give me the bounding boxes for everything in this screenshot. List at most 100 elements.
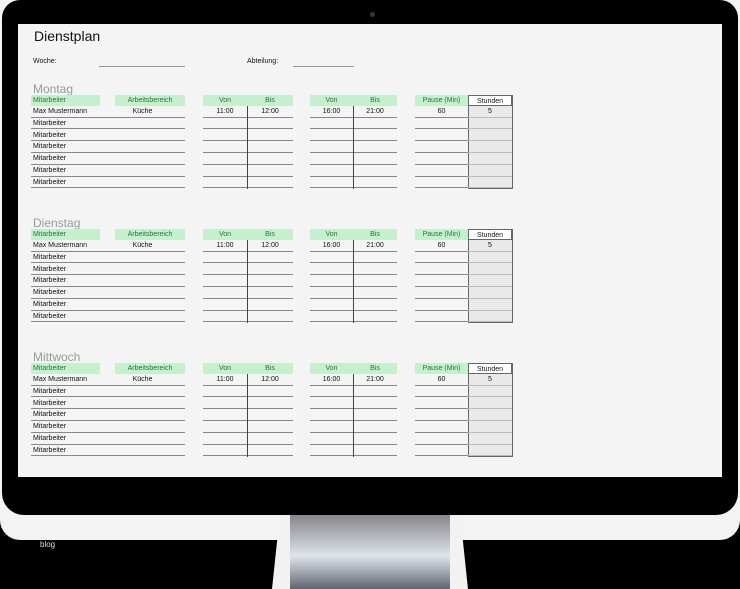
cell-von1[interactable] (203, 130, 247, 142)
cell-pause[interactable] (415, 445, 468, 457)
cell-bis1[interactable] (247, 433, 293, 445)
cell-von2[interactable] (310, 264, 353, 276)
cell-bis1[interactable] (247, 141, 293, 154)
cell-von1[interactable] (203, 409, 247, 422)
cell-von2[interactable] (310, 311, 353, 323)
cell-bis1[interactable] (247, 386, 293, 398)
cell-bereich[interactable] (100, 264, 185, 276)
cell-bis1[interactable]: 12:00 (247, 240, 293, 252)
cell-pause[interactable] (415, 275, 468, 288)
cell-von2[interactable] (310, 165, 353, 177)
cell-bereich[interactable] (100, 386, 185, 398)
cell-bereich[interactable] (100, 153, 185, 165)
cell-bis1[interactable] (247, 445, 293, 457)
cell-von2[interactable] (310, 421, 353, 433)
cell-von1[interactable] (203, 445, 247, 457)
cell-bis2[interactable] (353, 165, 397, 177)
cell-pause[interactable] (415, 264, 468, 276)
cell-bis1[interactable] (247, 421, 293, 433)
cell-mitarbeiter[interactable]: Mitarbeiter (31, 409, 100, 422)
cell-von2[interactable]: 16:00 (310, 106, 353, 118)
cell-von2[interactable] (310, 252, 353, 264)
cell-von2[interactable] (310, 177, 353, 189)
cell-mitarbeiter[interactable]: Mitarbeiter (31, 398, 100, 410)
cell-stunden[interactable] (468, 421, 512, 433)
cell-bereich[interactable]: Küche (100, 240, 185, 252)
cell-stunden[interactable] (468, 445, 512, 457)
cell-pause[interactable]: 60 (415, 374, 468, 386)
cell-bis2[interactable] (353, 287, 397, 299)
cell-bereich[interactable] (100, 299, 185, 311)
cell-pause[interactable] (415, 398, 468, 410)
cell-bis2[interactable]: 21:00 (353, 374, 397, 386)
cell-von1[interactable] (203, 177, 247, 189)
cell-mitarbeiter[interactable]: Max Mustermann (31, 240, 100, 252)
cell-stunden[interactable] (468, 153, 512, 165)
cell-bereich[interactable] (100, 398, 185, 410)
cell-bis1[interactable] (247, 153, 293, 165)
cell-bereich[interactable] (100, 165, 185, 177)
cell-bereich[interactable]: Küche (100, 374, 185, 386)
cell-mitarbeiter[interactable]: Max Mustermann (31, 374, 100, 386)
cell-bis1[interactable] (247, 409, 293, 422)
cell-bis1[interactable] (247, 299, 293, 311)
cell-bis1[interactable] (247, 398, 293, 410)
cell-stunden[interactable] (468, 398, 512, 410)
cell-bis2[interactable] (353, 445, 397, 457)
cell-mitarbeiter[interactable]: Mitarbeiter (31, 264, 100, 276)
cell-von1[interactable]: 11:00 (203, 106, 247, 118)
cell-bis1[interactable] (247, 118, 293, 130)
cell-stunden[interactable] (468, 433, 512, 445)
cell-stunden[interactable] (468, 409, 512, 422)
cell-pause[interactable] (415, 130, 468, 142)
cell-pause[interactable] (415, 287, 468, 299)
cell-bis2[interactable] (353, 118, 397, 130)
cell-stunden[interactable] (468, 386, 512, 398)
cell-stunden[interactable] (468, 130, 512, 142)
cell-von2[interactable] (310, 141, 353, 154)
cell-bis1[interactable]: 12:00 (247, 106, 293, 118)
cell-mitarbeiter[interactable]: Mitarbeiter (31, 165, 100, 177)
cell-bis2[interactable] (353, 275, 397, 288)
cell-von2[interactable] (310, 433, 353, 445)
cell-stunden[interactable] (468, 275, 512, 288)
cell-von2[interactable]: 16:00 (310, 240, 353, 252)
cell-mitarbeiter[interactable]: Mitarbeiter (31, 299, 100, 311)
cell-von1[interactable] (203, 287, 247, 299)
cell-von1[interactable]: 11:00 (203, 374, 247, 386)
cell-bis2[interactable] (353, 141, 397, 154)
cell-von2[interactable] (310, 118, 353, 130)
cell-bereich[interactable] (100, 118, 185, 130)
cell-von1[interactable] (203, 252, 247, 264)
cell-bis1[interactable] (247, 311, 293, 323)
cell-pause[interactable] (415, 118, 468, 130)
cell-von1[interactable] (203, 311, 247, 323)
cell-pause[interactable] (415, 177, 468, 189)
cell-stunden[interactable] (468, 299, 512, 311)
cell-bis1[interactable] (247, 177, 293, 189)
cell-pause[interactable] (415, 421, 468, 433)
cell-bereich[interactable] (100, 311, 185, 323)
cell-bis1[interactable] (247, 165, 293, 177)
cell-stunden[interactable]: 5 (468, 240, 512, 252)
cell-von1[interactable] (203, 264, 247, 276)
cell-von1[interactable] (203, 118, 247, 130)
cell-von1[interactable] (203, 398, 247, 410)
cell-von2[interactable] (310, 299, 353, 311)
cell-mitarbeiter[interactable]: Mitarbeiter (31, 287, 100, 299)
cell-bis2[interactable] (353, 153, 397, 165)
cell-von1[interactable] (203, 275, 247, 288)
cell-mitarbeiter[interactable]: Mitarbeiter (31, 311, 100, 323)
cell-bis1[interactable] (247, 252, 293, 264)
cell-pause[interactable] (415, 433, 468, 445)
cell-von2[interactable] (310, 130, 353, 142)
cell-pause[interactable] (415, 311, 468, 323)
cell-von2[interactable] (310, 409, 353, 422)
cell-stunden[interactable] (468, 165, 512, 177)
cell-von1[interactable] (203, 433, 247, 445)
cell-bis1[interactable] (247, 275, 293, 288)
cell-stunden[interactable] (468, 252, 512, 264)
cell-bereich[interactable] (100, 252, 185, 264)
cell-pause[interactable] (415, 386, 468, 398)
cell-bis1[interactable] (247, 287, 293, 299)
